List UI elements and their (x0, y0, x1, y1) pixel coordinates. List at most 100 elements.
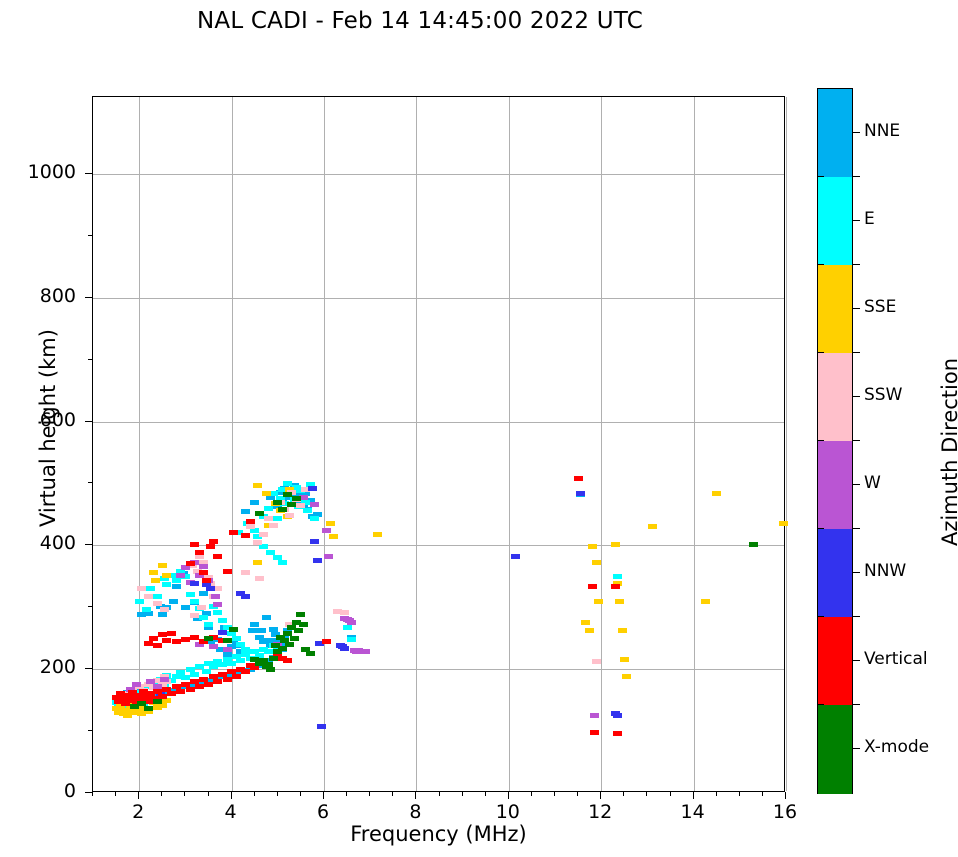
data-point-x-mode (204, 635, 213, 641)
data-point-vertical (273, 653, 283, 658)
data-point-nne (162, 689, 172, 695)
x-axis-minor-tick (738, 792, 740, 796)
colorbar-band-ssw[interactable] (818, 353, 852, 442)
data-point-sse (132, 708, 142, 714)
colorbar-tick (853, 220, 860, 222)
data-point-sse (587, 544, 597, 550)
data-point-vertical (146, 691, 156, 697)
colorbar-band-separator-tick (853, 616, 860, 618)
data-point-vertical (116, 691, 126, 697)
data-point-e (141, 607, 151, 613)
data-point-x-mode (259, 658, 269, 663)
page-title: NAL CADI - Feb 14 14:45:00 2022 UTC (197, 8, 643, 34)
data-point-e (277, 487, 287, 493)
data-point-ssw (134, 684, 144, 689)
data-point-nne (192, 615, 202, 621)
colorbar-title: Azimuth Direction (938, 357, 958, 547)
data-point-nne (236, 649, 246, 655)
data-point-nne (204, 677, 213, 683)
data-point-w (356, 649, 366, 655)
data-point-ssw (287, 489, 297, 495)
data-point-ssw (241, 570, 250, 576)
data-point-nne (155, 603, 165, 609)
data-point-nnw (241, 593, 250, 599)
data-point-vertical (199, 570, 209, 576)
colorbar-label-nne: NNE (864, 121, 901, 141)
data-point-e (250, 649, 260, 655)
data-point-w (125, 686, 135, 692)
data-point-vertical (180, 636, 190, 642)
x-axis-tick (138, 792, 140, 799)
data-point-vertical (153, 643, 163, 649)
x-axis-tick-label: 2 (132, 801, 145, 823)
data-point-vertical (217, 638, 227, 644)
x-axis-tick (692, 792, 694, 799)
colorbar-band-e[interactable] (818, 177, 852, 266)
data-point-nne (268, 627, 278, 632)
data-point-vertical (589, 729, 599, 735)
colorbar-band-nne[interactable] (818, 89, 852, 178)
data-point-nne (217, 674, 227, 680)
data-point-e (231, 635, 241, 641)
data-point-nnw (236, 591, 246, 597)
x-axis-minor-tick (669, 792, 671, 796)
data-point-w (132, 681, 142, 687)
colorbar-band-w[interactable] (818, 441, 852, 530)
data-point-e (213, 659, 223, 665)
data-point-ssw (137, 586, 146, 592)
colorbar-band-separator-tick (853, 264, 860, 266)
data-point-ssw (197, 604, 207, 610)
data-point-vertical (118, 696, 128, 702)
data-point-e (194, 663, 204, 669)
data-point-ssw (213, 586, 223, 592)
colorbar-band-vertical[interactable] (818, 617, 852, 706)
data-point-e (167, 572, 176, 578)
data-point-e (180, 573, 190, 579)
y-axis-label: Virtual height (km) (36, 329, 60, 527)
data-point-nne (282, 494, 292, 500)
x-axis-minor-tick (299, 792, 301, 796)
gridline-vertical (139, 97, 141, 791)
data-point-vertical (217, 671, 227, 677)
colorbar-tick (853, 308, 860, 310)
data-point-nnw (307, 485, 317, 491)
colorbar-band-nnw[interactable] (818, 529, 852, 618)
data-point-nne (176, 685, 186, 691)
data-point-nne (312, 511, 322, 517)
plot-area (92, 96, 789, 792)
data-point-vertical (199, 639, 209, 645)
y-axis-tick (85, 668, 92, 670)
data-point-nne (254, 634, 264, 640)
data-point-e (342, 624, 352, 630)
colorbar-band-separator-tick (853, 528, 860, 530)
data-point-nne (199, 591, 209, 597)
colorbar-band-separator-tick (853, 352, 860, 354)
data-point-e (259, 544, 269, 550)
data-point-x-mode (277, 506, 287, 512)
data-point-ssw (194, 554, 204, 559)
data-point-nne (231, 643, 241, 649)
data-point-nne (245, 666, 255, 672)
data-point-nne (222, 672, 232, 678)
data-point-nnw (206, 586, 216, 592)
data-point-sse (372, 531, 382, 537)
data-point-sse (125, 705, 135, 710)
data-point-sse (162, 697, 172, 703)
data-point-vertical (222, 568, 232, 574)
data-point-e (199, 614, 209, 620)
data-point-x-mode (284, 641, 294, 647)
data-point-sse (111, 706, 121, 712)
data-point-nne (213, 636, 223, 642)
data-point-sse (120, 707, 130, 713)
data-point-sse (127, 710, 137, 715)
colorbar-tick (853, 396, 860, 398)
colorbar-band-x-mode[interactable] (818, 705, 852, 794)
data-point-vertical (206, 544, 216, 550)
data-point-e (171, 577, 181, 583)
data-point-w (210, 593, 220, 599)
data-point-x-mode (137, 701, 146, 707)
colorbar-band-sse[interactable] (818, 265, 852, 354)
data-point-vertical (190, 541, 200, 547)
data-point-vertical (162, 686, 172, 692)
